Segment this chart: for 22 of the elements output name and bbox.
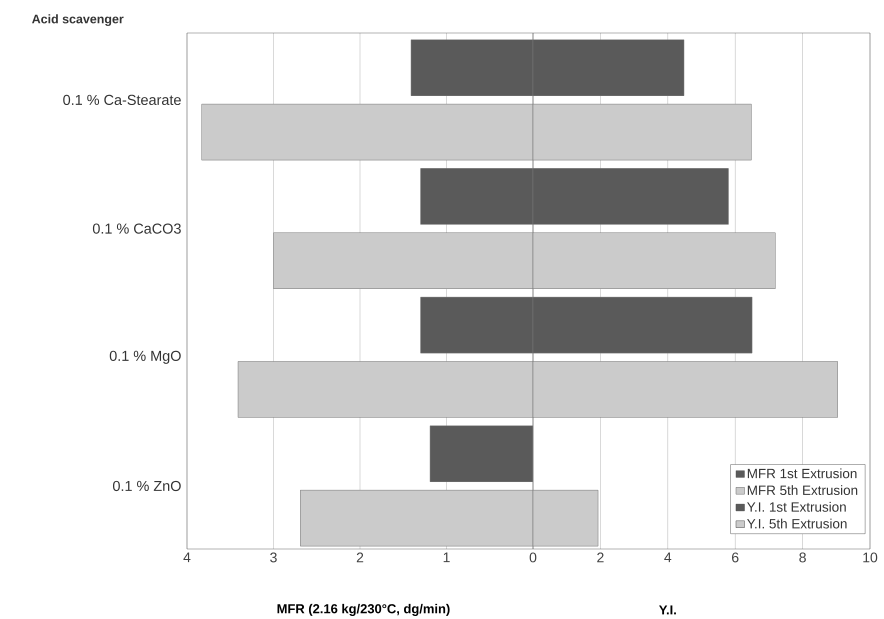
x-tick-label: 4 — [664, 552, 672, 562]
y-axis-title: Acid scavenger — [32, 14, 124, 26]
text: MFR 1st Extrusion — [748, 468, 856, 478]
x-tick-label: 1 — [444, 552, 450, 562]
x-tick-label: 0 — [530, 552, 536, 562]
x-axis-title: MFR (2.16 kg/230°C, dg/min) — [278, 604, 450, 616]
y-tick-label: 0.1 % MgO — [110, 350, 181, 364]
x-tick-label: 6 — [732, 552, 738, 562]
legend-label: Y.I. 5th Extrusion — [747, 518, 847, 528]
bar — [430, 426, 534, 482]
x-tick-label: 3 — [270, 552, 277, 562]
x-tick-label: 8 — [799, 552, 806, 562]
x-axis-title: Y.I. — [659, 605, 676, 614]
x-tick-label: 4 — [183, 552, 190, 562]
x-tick-label: 10 — [863, 552, 878, 562]
legend-label: Y.I. 1st Extrusion — [747, 502, 846, 512]
y-tick-label: 0.1 % Ca-Stearate — [63, 94, 181, 106]
y-tick-label: 0.1 % ZnO — [112, 480, 181, 492]
x-tick-label: 2 — [597, 552, 604, 562]
x-tick-label: 2 — [356, 552, 364, 562]
y-tick-label: 0.1 % CaCO3 — [92, 223, 181, 234]
text: MFR 5th Extrusion — [748, 485, 858, 496]
